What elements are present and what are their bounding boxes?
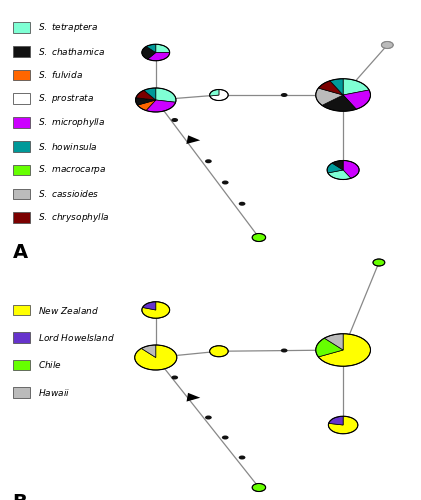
Bar	[13, 188, 30, 199]
Wedge shape	[210, 346, 228, 357]
Text: $\it{S.\ chathamica}$: $\it{S.\ chathamica}$	[38, 46, 105, 56]
Wedge shape	[144, 88, 156, 100]
Wedge shape	[142, 46, 156, 59]
Circle shape	[222, 180, 229, 184]
Wedge shape	[318, 334, 370, 366]
Wedge shape	[146, 100, 176, 112]
Wedge shape	[156, 88, 176, 102]
Text: $\it{S.\ microphylla}$: $\it{S.\ microphylla}$	[38, 116, 105, 129]
Wedge shape	[332, 160, 343, 170]
Wedge shape	[328, 170, 351, 179]
Wedge shape	[210, 90, 219, 96]
Text: $\it{S.\ cassioides}$: $\it{S.\ cassioides}$	[38, 188, 99, 199]
Circle shape	[281, 348, 288, 352]
Wedge shape	[343, 90, 370, 109]
Text: $\it{Hawaii}$: $\it{Hawaii}$	[38, 387, 70, 398]
Wedge shape	[142, 302, 170, 318]
Wedge shape	[373, 259, 385, 266]
Text: $\it{S.\ macrocarpa}$: $\it{S.\ macrocarpa}$	[38, 164, 107, 176]
Wedge shape	[146, 44, 156, 52]
Wedge shape	[316, 88, 343, 106]
Wedge shape	[322, 95, 356, 111]
Wedge shape	[316, 338, 343, 357]
Wedge shape	[141, 345, 156, 358]
Circle shape	[239, 202, 245, 206]
Circle shape	[222, 436, 229, 440]
Wedge shape	[329, 416, 343, 425]
Bar	[13, 46, 30, 56]
Text: $\it{Lord\ Howe Island}$: $\it{Lord\ Howe Island}$	[38, 332, 115, 343]
Bar	[13, 332, 30, 343]
Wedge shape	[343, 78, 369, 95]
Wedge shape	[343, 160, 359, 178]
Wedge shape	[381, 42, 393, 48]
Wedge shape	[148, 52, 170, 60]
Wedge shape	[136, 98, 156, 105]
Wedge shape	[328, 416, 358, 434]
Circle shape	[171, 376, 178, 380]
Wedge shape	[327, 163, 343, 173]
Text: $\it{Chile}$: $\it{Chile}$	[38, 360, 62, 370]
Bar	[13, 94, 30, 104]
Circle shape	[188, 396, 195, 400]
Circle shape	[171, 118, 178, 122]
Text: $\it{S.\ chrysophylla}$: $\it{S.\ chrysophylla}$	[38, 211, 110, 224]
Wedge shape	[252, 234, 266, 241]
Bar	[13, 22, 30, 33]
Circle shape	[281, 93, 288, 97]
Bar	[13, 165, 30, 175]
Circle shape	[239, 456, 245, 460]
Wedge shape	[156, 44, 170, 52]
Wedge shape	[318, 81, 343, 95]
Text: $\it{S.\ fulvida}$: $\it{S.\ fulvida}$	[38, 70, 83, 80]
Wedge shape	[138, 100, 156, 110]
Text: $\it{S.\ prostrata}$: $\it{S.\ prostrata}$	[38, 92, 94, 106]
Polygon shape	[187, 136, 200, 144]
Circle shape	[205, 159, 212, 163]
Bar	[13, 70, 30, 80]
Wedge shape	[135, 345, 177, 370]
Wedge shape	[330, 78, 343, 95]
Text: $\it{New\ Zealand}$: $\it{New\ Zealand}$	[38, 304, 99, 316]
Polygon shape	[187, 393, 200, 402]
Text: B: B	[13, 492, 27, 500]
Bar	[13, 360, 30, 370]
Bar	[13, 141, 30, 152]
Wedge shape	[325, 334, 343, 350]
Circle shape	[188, 138, 195, 142]
Text: $\it{S.\ tetraptera}$: $\it{S.\ tetraptera}$	[38, 21, 99, 34]
Wedge shape	[143, 302, 156, 310]
Wedge shape	[210, 90, 228, 101]
Bar	[13, 212, 30, 223]
Bar	[13, 304, 30, 316]
Text: A: A	[13, 242, 28, 262]
Bar	[13, 117, 30, 128]
Text: $\it{S.\ howinsula}$: $\it{S.\ howinsula}$	[38, 141, 98, 152]
Bar	[13, 387, 30, 398]
Wedge shape	[136, 90, 156, 100]
Wedge shape	[252, 484, 266, 492]
Circle shape	[205, 416, 212, 420]
